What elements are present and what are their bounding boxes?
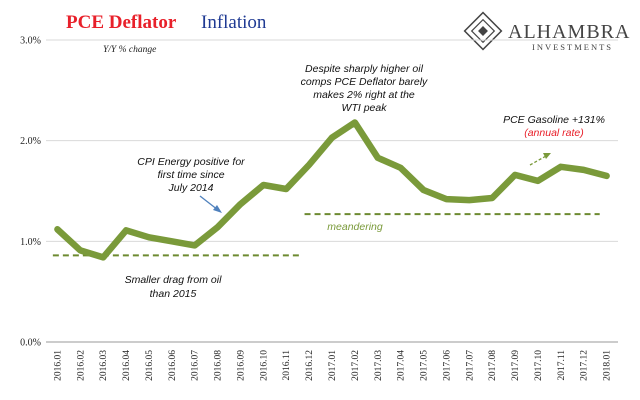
x-tick-label: 2017.05 xyxy=(420,350,430,381)
x-tick-label: 2016.04 xyxy=(122,350,132,381)
y-tick-label: 1.0% xyxy=(20,237,41,248)
drag-annotation-line2: than 2015 xyxy=(150,288,197,300)
x-tick-label: 2016.03 xyxy=(99,350,109,381)
x-tick-label: 2018.01 xyxy=(603,350,613,381)
x-tick-label: 2017.09 xyxy=(511,350,521,381)
x-tick-label: 2017.04 xyxy=(397,350,407,381)
series xyxy=(54,119,610,261)
x-tick-label: 2017.03 xyxy=(374,350,384,381)
peak-annotation-line4: WTI peak xyxy=(342,102,388,114)
peak-annotation-line1: Despite sharply higher oil xyxy=(305,63,424,75)
x-tick-label: 2017.10 xyxy=(534,350,544,381)
logo-tagline: INVESTMENTS xyxy=(532,42,613,52)
x-tick-label: 2017.07 xyxy=(465,350,475,381)
x-axis-ticks: 2016.01 2016.02 2016.03 2016.04 2016.05 2016.… xyxy=(53,350,612,381)
diamond-icon xyxy=(463,11,503,51)
x-tick-label: 2017.11 xyxy=(557,350,567,381)
drag-annotation-line1: Smaller drag from oil xyxy=(125,274,223,286)
x-tick-label: 2016.07 xyxy=(191,350,201,381)
chart-subtitle: Y/Y % change xyxy=(103,45,156,55)
logo-name: ALHAMBRA xyxy=(508,21,630,43)
x-tick-label: 2016.02 xyxy=(76,350,86,381)
cpi-annotation-line2: first time since xyxy=(157,169,224,181)
cpi-annotation-line1: CPI Energy positive for xyxy=(137,156,245,168)
y-tick-label: 2.0% xyxy=(20,136,41,147)
gasoline-annotation-line1: PCE Gasoline +131% xyxy=(503,114,605,126)
peak-annotation-line3: makes 2% right at the xyxy=(313,89,415,101)
x-tick-label: 2016.12 xyxy=(305,350,315,381)
alhambra-logo: ALHAMBRA INVESTMENTS xyxy=(463,11,630,52)
peak-annotation: Despite sharply higher oil comps PCE Def… xyxy=(301,63,428,114)
x-tick-label: 2016.05 xyxy=(145,350,155,381)
y-axis-ticks: 0.0% 1.0% 2.0% 3.0% xyxy=(20,36,41,349)
cpi-annotation: CPI Energy positive for first time since… xyxy=(137,156,245,213)
chart-title-part1: PCE Deflator xyxy=(66,12,177,33)
drag-annotation: Smaller drag from oil than 2015 xyxy=(125,274,223,300)
x-tick-label: 2016.09 xyxy=(236,350,246,381)
x-tick-label: 2016.01 xyxy=(53,350,63,381)
meandering-label: meandering xyxy=(327,221,383,233)
chart-title-part2: Inflation xyxy=(201,12,267,33)
x-tick-label: 2016.11 xyxy=(282,350,292,381)
gasoline-arrow-head xyxy=(543,153,551,159)
x-tick-label: 2017.12 xyxy=(580,350,590,381)
x-tick-label: 2017.02 xyxy=(351,350,361,381)
gasoline-annotation: PCE Gasoline +131% (annual rate) xyxy=(503,114,605,166)
x-tick-label: 2017.01 xyxy=(328,350,338,381)
x-tick-label: 2016.06 xyxy=(168,350,178,381)
x-tick-label: 2017.08 xyxy=(488,350,498,381)
x-tick-label: 2016.08 xyxy=(214,350,224,381)
peak-annotation-line2: comps PCE Deflator barely xyxy=(301,76,428,88)
y-tick-label: 0.0% xyxy=(20,338,41,349)
x-tick-label: 2016.10 xyxy=(259,350,269,381)
cpi-arrow-head xyxy=(213,205,222,213)
gasoline-arrow-line xyxy=(529,155,547,166)
cpi-annotation-line3: July 2014 xyxy=(168,182,214,194)
x-tick-label: 2017.06 xyxy=(442,350,452,381)
series-line xyxy=(54,119,610,261)
y-tick-label: 3.0% xyxy=(20,36,41,47)
gasoline-annotation-line2: (annual rate) xyxy=(524,127,584,139)
